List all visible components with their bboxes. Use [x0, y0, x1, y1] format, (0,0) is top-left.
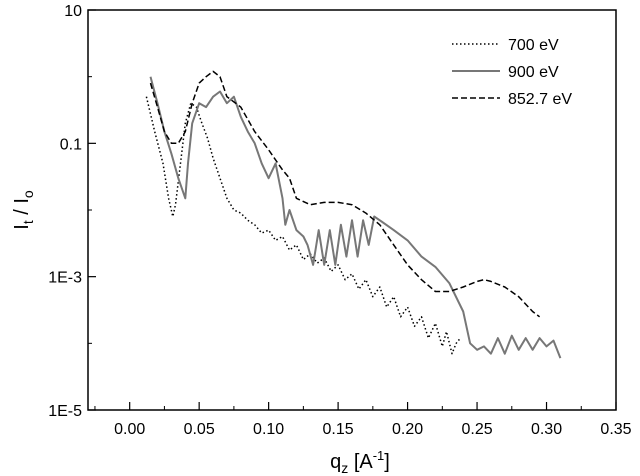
legend-item-852ev: 852.7 eV [452, 91, 572, 108]
series-group [145, 70, 562, 359]
legend-label-900ev: 900 eV [508, 64, 559, 81]
legend-item-700ev: 700 eV [452, 37, 559, 54]
y-tick-label: 1E-3 [48, 270, 82, 287]
x-tick-label: 0.20 [392, 421, 423, 438]
x-tick-label: 0.15 [323, 421, 354, 438]
x-tick-label: 0.00 [114, 421, 145, 438]
axis-ticks [88, 9, 617, 411]
x-tick-label: 0.10 [253, 421, 284, 438]
y-tick-label: 1E-5 [48, 403, 82, 420]
x-tick-label: 0.25 [461, 421, 492, 438]
y-tick-label: 0.1 [60, 136, 82, 153]
legend-item-900ev: 900 eV [452, 64, 559, 81]
legend-label-700ev: 700 eV [508, 37, 559, 54]
axis-tick-labels: 0.00 0.05 0.10 0.15 0.20 0.25 0.30 0.35 1E-5 1E-3… [48, 3, 631, 438]
y-tick-label: 10 [64, 3, 82, 20]
x-axis-title: qz [A-1] [330, 448, 390, 476]
x-tick-label: 0.05 [184, 421, 215, 438]
series-line-2 [149, 70, 541, 318]
x-tick-label: 0.35 [600, 421, 631, 438]
legend-label-852ev: 852.7 eV [508, 91, 572, 108]
legend: 700 eV 900 eV 852.7 eV [452, 37, 572, 108]
series-line-0 [145, 96, 461, 355]
x-tick-label: 0.30 [531, 421, 562, 438]
y-axis-title: It / Io [11, 190, 36, 230]
series-line-1 [149, 76, 562, 359]
